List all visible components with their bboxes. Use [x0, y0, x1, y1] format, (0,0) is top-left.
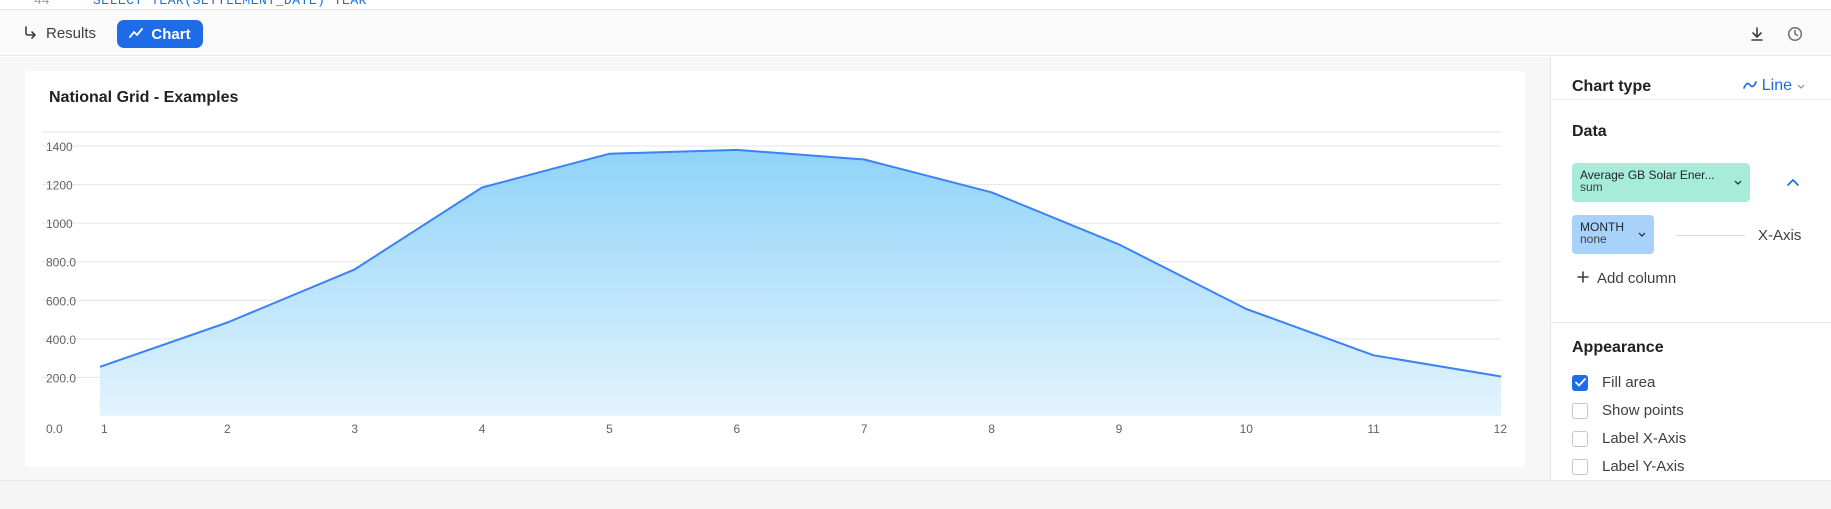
y-tick-label: 1400: [46, 140, 73, 154]
chart-card: National Grid - Examples 0.0 200.0 400.0 60…: [25, 71, 1525, 467]
add-column-button[interactable]: Add column: [1577, 270, 1676, 287]
divider: [1551, 99, 1831, 100]
axis-connector: [1675, 235, 1745, 236]
code-line[interactable]: SELECT YEAR(SETTLEMENT_DATE) YEAR: [93, 0, 367, 8]
series-area: [100, 149, 1501, 416]
label-x-axis-option[interactable]: Label X-Axis: [1572, 430, 1686, 447]
chart-type-value: Line: [1761, 77, 1792, 94]
chart-area: National Grid - Examples 0.0 200.0 400.0 60…: [0, 57, 1550, 480]
label-y-axis-checkbox[interactable]: [1572, 458, 1588, 475]
chart-title: National Grid - Examples: [49, 89, 239, 106]
results-toolbar: Results Chart: [0, 10, 1831, 56]
line-chart-icon: [129, 26, 144, 43]
x-tick-label: 5: [606, 422, 613, 436]
status-bar: [0, 480, 1831, 509]
x-tick-label: 4: [479, 422, 486, 436]
x-tick-label: 10: [1240, 422, 1254, 436]
fill-area-label: Fill area: [1602, 374, 1656, 391]
y-tick-label: 200.0: [46, 371, 76, 385]
x-column-pill[interactable]: MONTH none: [1572, 215, 1654, 254]
line-chart-icon: [1742, 77, 1757, 95]
x-axis-label: X-Axis: [1758, 227, 1802, 244]
label-y-axis-label: Label Y-Axis: [1602, 458, 1685, 475]
y-tick-label: 1000: [46, 217, 73, 231]
x-column-agg: none: [1580, 232, 1607, 246]
x-tick-label: 7: [861, 422, 868, 436]
tab-results[interactable]: Results: [22, 20, 96, 46]
x-tick-label: 11: [1367, 422, 1380, 436]
show-points-checkbox[interactable]: [1572, 402, 1588, 419]
chart-type-select[interactable]: Line: [1742, 77, 1805, 95]
download-icon[interactable]: [1747, 24, 1767, 44]
data-heading: Data: [1572, 123, 1607, 140]
x-tick-label: 9: [1116, 422, 1123, 436]
y-tick-label: 1200: [46, 179, 73, 193]
chevron-up-icon[interactable]: [1785, 175, 1801, 191]
y-tick-label: 600.0: [46, 294, 76, 308]
x-tick-label: 3: [351, 422, 358, 436]
y-tick-label: 0.0: [46, 422, 63, 436]
fill-area-checkbox[interactable]: [1572, 374, 1588, 391]
tab-chart-label: Chart: [151, 25, 191, 43]
divider: [1551, 322, 1831, 323]
y-tick-label: 400.0: [46, 333, 76, 347]
appearance-heading: Appearance: [1572, 339, 1664, 356]
add-column-label: Add column: [1597, 270, 1677, 287]
y-column-name: Average GB Solar Ener...: [1580, 168, 1715, 182]
show-points-option[interactable]: Show points: [1572, 402, 1684, 419]
fill-area-option[interactable]: Fill area: [1572, 374, 1655, 391]
tab-chart[interactable]: Chart: [117, 20, 203, 48]
chart-type-heading: Chart type: [1572, 78, 1652, 95]
y-column-agg: sum: [1580, 180, 1603, 194]
label-y-axis-option[interactable]: Label Y-Axis: [1572, 458, 1685, 475]
line-number: 44: [34, 0, 50, 8]
label-x-axis-label: Label X-Axis: [1602, 430, 1687, 447]
x-column-name: MONTH: [1580, 220, 1624, 234]
y-column-pill[interactable]: Average GB Solar Ener... sum: [1572, 163, 1750, 202]
tab-results-label: Results: [46, 24, 97, 42]
chart-settings-panel: Chart type Line Data Average GB Solar En…: [1550, 57, 1831, 480]
y-tick-label: 800.0: [46, 256, 76, 270]
series-line: [99, 148, 1502, 378]
editor-strip: 44 SELECT YEAR(SETTLEMENT_DATE) YEAR: [0, 0, 1831, 10]
chevron-down-icon: [1734, 176, 1742, 188]
show-points-label: Show points: [1602, 402, 1684, 419]
label-x-axis-checkbox[interactable]: [1572, 430, 1588, 447]
history-icon[interactable]: [1785, 24, 1805, 44]
x-tick-label: 2: [224, 422, 231, 436]
x-tick-label: 1: [101, 422, 108, 436]
chevron-down-icon: [1797, 77, 1805, 95]
x-tick-label: 6: [733, 422, 740, 436]
x-tick-label: 8: [988, 422, 995, 436]
x-tick-label: 12: [1494, 422, 1508, 436]
plus-icon: [1577, 270, 1589, 287]
return-arrow-icon: [22, 25, 38, 41]
chevron-down-icon: [1638, 228, 1646, 240]
